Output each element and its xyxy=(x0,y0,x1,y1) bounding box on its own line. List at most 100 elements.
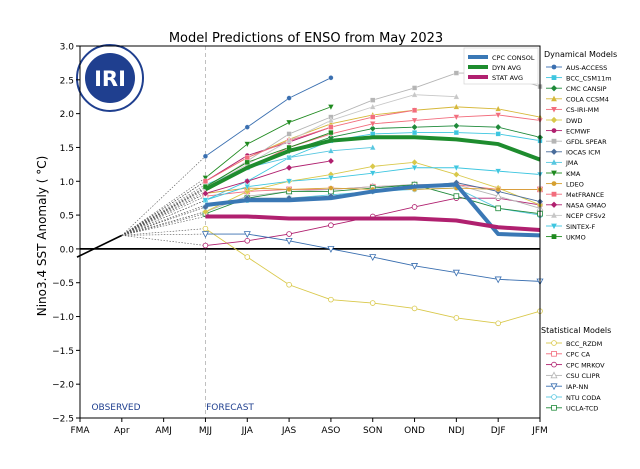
data-point-dwd xyxy=(453,171,460,178)
data-point-bcc-rzdm xyxy=(411,305,418,312)
legend-label-ncep-cfsv2: NCEP CFSv2 xyxy=(566,212,606,220)
legend-label-aus-access: AUS-ACCESS xyxy=(566,64,607,72)
data-point-bcc-csm11m xyxy=(411,130,418,136)
y-tick-label: −1.0 xyxy=(52,313,74,323)
y-tick-label: −0.5 xyxy=(52,279,74,289)
data-point-aus-access xyxy=(286,95,292,101)
data-point-cpc-mrkov xyxy=(202,242,209,249)
series-line-aus-access xyxy=(205,77,332,157)
data-point-ldeo xyxy=(328,185,334,191)
x-tick-label: SON xyxy=(363,426,383,436)
connector-kma xyxy=(121,177,206,236)
chart-title: Model Predictions of ENSO from May 2023 xyxy=(169,31,443,46)
data-point-sintex-f xyxy=(202,197,209,204)
connector-iap-nn xyxy=(121,233,206,236)
data-point-cola-ccsm4 xyxy=(453,103,460,110)
data-point-nasa-gmao xyxy=(285,164,293,172)
legend-label-dwd: DWD xyxy=(566,117,582,125)
data-point-sintex-f xyxy=(369,170,376,177)
data-point-sintex-f xyxy=(495,168,502,175)
data-point-sintex-f xyxy=(285,178,293,185)
legend-marker-nasa-gmao xyxy=(550,201,558,208)
data-point-dwd xyxy=(369,163,377,170)
legend-label-ldeo: LDEO xyxy=(566,180,584,188)
legend-marker-jma xyxy=(551,159,557,165)
series-line-ukmo xyxy=(205,132,332,188)
series-line-kma xyxy=(205,106,332,179)
legend-label-ukmo: UKMO xyxy=(566,233,586,241)
legend-label-iap-nn: IAP-NN xyxy=(566,383,588,391)
logo-inner-ring xyxy=(85,53,135,103)
statistical-legend: Statistical Models BCC_RZDM CPC CA CPC MRK… xyxy=(541,326,611,413)
data-point-metfrance xyxy=(328,124,334,130)
data-point-gfdl-spear xyxy=(411,85,418,91)
legend-marker-cola-ccsm4 xyxy=(551,95,557,102)
x-tick-label: MJJ xyxy=(199,426,212,436)
y-tick-label: 2.5 xyxy=(60,76,74,86)
observed-line xyxy=(76,234,123,258)
legend-marker-cpc-ca xyxy=(551,350,557,357)
y-tick-label: −2.5 xyxy=(52,415,74,425)
data-point-iap-nn xyxy=(201,231,209,239)
data-point-ucla-tcd xyxy=(453,193,460,199)
y-tick-label: 2.0 xyxy=(60,110,75,120)
y-tick-label: −2.0 xyxy=(52,381,74,391)
y-tick-label: 0.0 xyxy=(60,245,75,255)
y-tick-label: 3.0 xyxy=(60,43,75,53)
data-point-ldeo xyxy=(286,186,292,192)
legend-marker-cs-iri-mm xyxy=(551,107,557,113)
legend-label-cpc-consol: CPC CONSOL xyxy=(492,54,535,62)
data-point-ncep-cfsv2 xyxy=(327,116,335,123)
iri-logo: IRI xyxy=(76,44,144,112)
data-point-csu-clipr xyxy=(494,192,502,199)
legend-marker-ucla-tcd xyxy=(551,404,557,411)
data-point-cs-iri-mm xyxy=(369,121,376,128)
data-point-aus-access xyxy=(328,75,334,81)
data-point-sintex-f xyxy=(244,184,251,191)
data-point-nasa-gmao xyxy=(327,157,335,165)
x-tick-label: JAS xyxy=(281,426,297,436)
connector-cpc-mrkov xyxy=(121,235,206,246)
connector-nasa-gmao xyxy=(121,193,206,236)
data-point-iap-nn xyxy=(494,276,502,284)
legend-label-cpc-ca: CPC CA xyxy=(566,351,591,359)
legend-label-cola-ccsm4: COLA CCSM4 xyxy=(566,96,609,104)
data-point-iap-nn xyxy=(285,237,293,245)
data-point-bcc-rzdm xyxy=(369,300,376,306)
reference-lines xyxy=(76,234,540,258)
data-point-cs-iri-mm xyxy=(453,114,460,121)
series-line-nasa-gmao xyxy=(205,160,331,194)
legend-label-metfrance: MetFRANCE xyxy=(566,191,604,199)
data-point-iap-nn xyxy=(369,254,377,262)
summary-legend: CPC CONSOL DYN AVG STAT AVG xyxy=(463,47,539,85)
data-point-bcc-rzdm xyxy=(453,315,460,321)
legend-label-gfdl-spear: GFDL SPEAR xyxy=(566,138,607,146)
legend-label-bcc-rzdm: BCC_RZDM xyxy=(566,340,602,348)
connector-stat-avg xyxy=(121,216,206,236)
data-point-kma xyxy=(244,141,251,148)
connector-cpc-ca xyxy=(121,195,206,236)
legend-marker-cmc-cansip xyxy=(550,85,558,92)
dynamical-legend: Dynamical Models AUS-ACCESS BCC_CSM11m CMC… xyxy=(544,50,617,241)
data-point-cmc-cansip xyxy=(411,123,418,131)
legend-marker-kma xyxy=(551,170,557,177)
data-point-cpc-mrkov xyxy=(328,222,334,229)
data-point-nasa-gmao xyxy=(202,190,209,197)
y-tick-label: 1.5 xyxy=(60,144,74,154)
data-point-bcc-rzdm xyxy=(286,281,292,288)
data-point-ncep-cfsv2 xyxy=(453,93,460,100)
x-tick-label: Apr xyxy=(114,426,130,436)
data-point-cmc-cansip xyxy=(453,122,460,130)
data-point-bcc-rzdm xyxy=(495,320,501,327)
legend-marker-ukmo xyxy=(551,234,557,239)
data-point-cpc-mrkov xyxy=(411,204,418,210)
data-point-cmc-cansip xyxy=(369,125,377,132)
forecast-label: FORECAST xyxy=(206,403,254,413)
legend-label-ecmwf: ECMWF xyxy=(566,127,591,135)
legend-label-cmc-cansip: CMC CANSIP xyxy=(566,85,607,93)
data-point-metfrance xyxy=(202,178,209,184)
x-tick-label: NDJ xyxy=(448,426,464,436)
dynamical-legend-title: Dynamical Models xyxy=(544,50,617,59)
data-point-aus-access xyxy=(202,153,209,159)
